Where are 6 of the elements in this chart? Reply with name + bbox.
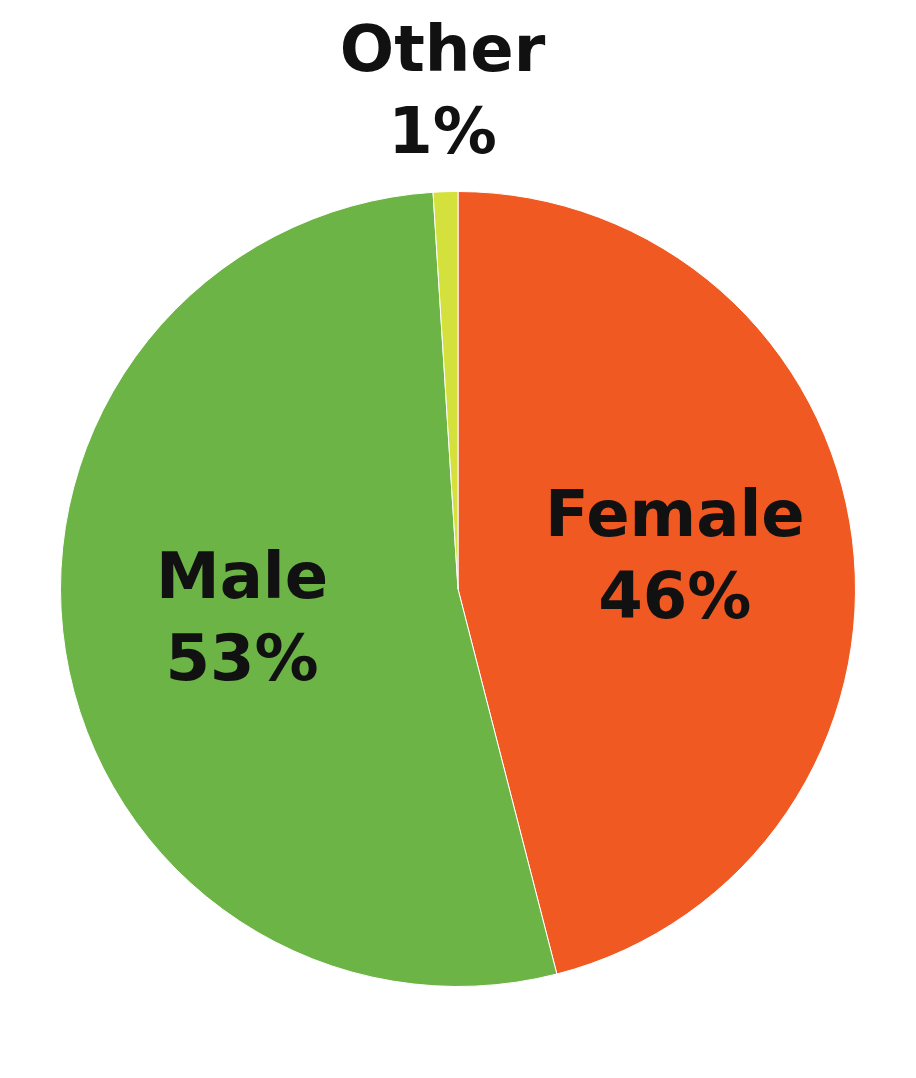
slice-label: Female xyxy=(545,477,805,552)
slice-label: Male xyxy=(155,538,329,613)
data-label: 53% xyxy=(165,620,319,695)
data-label: 46% xyxy=(598,559,752,634)
data-label: 1% xyxy=(388,94,497,169)
slice-label: Other xyxy=(339,12,546,87)
